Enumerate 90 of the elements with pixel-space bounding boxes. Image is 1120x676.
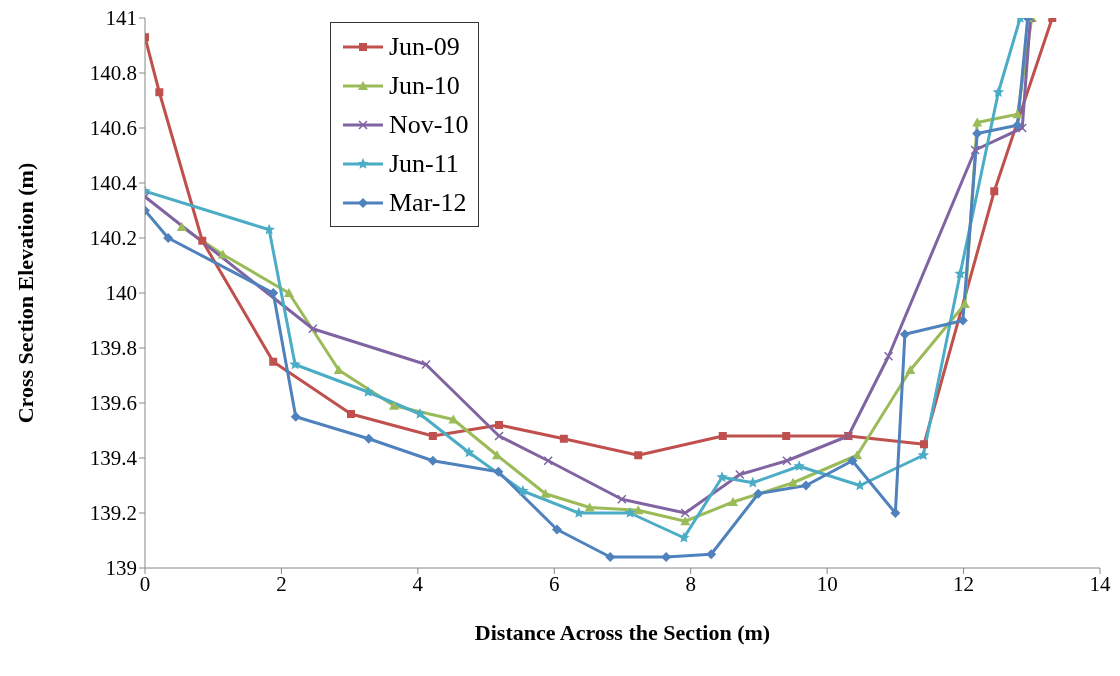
x-tick-label: 8 (685, 571, 696, 596)
point (289, 358, 301, 370)
y-tick-label: 139.4 (89, 446, 138, 471)
point (624, 507, 636, 518)
point (283, 288, 294, 297)
point (388, 400, 399, 410)
point (905, 365, 916, 374)
point (414, 408, 426, 419)
y-axis-title: Cross Section Elevation (m) (12, 162, 38, 424)
x-axis-title: Distance Across the Section (m) (474, 620, 771, 645)
point (680, 508, 691, 518)
point (617, 494, 627, 504)
x-tick-label: 0 (139, 571, 151, 596)
point (728, 497, 739, 506)
point (176, 222, 187, 231)
point (540, 488, 551, 498)
point (584, 502, 595, 512)
point (427, 455, 438, 466)
point (290, 411, 301, 422)
point (793, 460, 805, 472)
x-tick-label: 12 (953, 571, 975, 596)
legend-label: Jun-11 (389, 148, 459, 179)
point (970, 145, 980, 155)
point (634, 451, 643, 460)
y-tick-label: 140 (105, 281, 137, 306)
point (347, 410, 356, 418)
point (1012, 109, 1023, 119)
y-tick-label: 139.8 (89, 336, 137, 361)
point (972, 128, 983, 139)
x-tick-label: 4 (412, 571, 424, 596)
point (883, 351, 894, 361)
point (782, 456, 792, 466)
point (363, 433, 374, 444)
point (972, 117, 983, 127)
y-tick-label: 140.6 (89, 116, 137, 141)
legend-label: Mar-12 (389, 187, 467, 218)
y-tick-label: 139 (105, 556, 137, 581)
point (959, 299, 970, 308)
point (992, 86, 1005, 98)
point (559, 434, 568, 443)
point (957, 315, 968, 326)
point (990, 187, 999, 196)
point (680, 516, 691, 526)
point (493, 466, 504, 477)
point (163, 233, 174, 243)
point (552, 524, 563, 535)
legend-label: Jun-09 (389, 31, 460, 62)
point (308, 324, 318, 334)
x-tick-label: 10 (816, 571, 838, 596)
point (920, 440, 929, 449)
point (155, 88, 164, 97)
point (491, 450, 502, 460)
y-tick-label: 140.4 (89, 171, 138, 196)
legend-label: Jun-10 (389, 70, 460, 101)
point (782, 432, 791, 440)
point (954, 267, 966, 279)
point (495, 421, 504, 429)
point (517, 485, 529, 496)
point (463, 446, 475, 458)
point (706, 549, 717, 560)
point (198, 236, 207, 245)
y-tick-label: 141 (105, 6, 137, 31)
point (917, 449, 930, 461)
y-tick-label: 140.2 (89, 226, 137, 251)
point (421, 359, 431, 370)
point (890, 508, 901, 518)
point (801, 480, 811, 491)
y-tick-label: 139.2 (89, 501, 137, 526)
x-tick-label: 14 (1089, 571, 1111, 596)
point (788, 477, 799, 487)
y-tick-label: 140.8 (89, 61, 137, 86)
point (716, 471, 728, 483)
point (1017, 123, 1027, 133)
point (217, 249, 228, 259)
point (1012, 120, 1023, 131)
point (678, 531, 690, 543)
x-tick-label: 2 (276, 571, 287, 596)
point (428, 432, 437, 440)
point (268, 288, 279, 298)
x-tick-label: 6 (549, 571, 560, 596)
point (735, 469, 745, 480)
point (269, 357, 278, 366)
y-tick-label: 139.6 (89, 391, 137, 416)
point (633, 505, 644, 515)
legend-label: Nov-10 (389, 109, 469, 140)
point (718, 432, 727, 440)
point (847, 455, 858, 466)
point (494, 431, 504, 441)
point (753, 488, 764, 499)
point (543, 456, 553, 466)
